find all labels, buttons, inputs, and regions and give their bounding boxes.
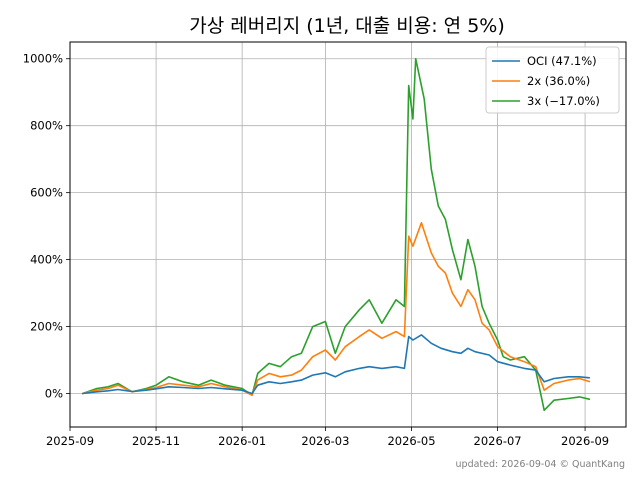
x-axis-ticks: 2025-09 2025-11 2026-01 2026-03 2026-05 2026-… [46, 427, 609, 448]
x-tick-label: 2026-03 [301, 434, 349, 448]
legend-label-3x: 3x (−17.0%) [527, 94, 600, 108]
y-tick-label: 1000% [23, 52, 63, 66]
legend-label-2x: 2x (36.0%) [527, 74, 590, 88]
y-axis-ticks: 0% 200% 400% 600% 800% 1000% [23, 52, 70, 401]
x-tick-label: 2026-09 [561, 434, 609, 448]
series-line-2 [81, 57, 591, 412]
y-tick-label: 0% [45, 387, 63, 401]
x-tick-label: 2025-11 [132, 434, 180, 448]
chart-title: 가상 레버리지 (1년, 대출 비용: 연 5%) [189, 15, 505, 37]
y-tick-label: 800% [30, 119, 63, 133]
y-tick-label: 200% [30, 320, 63, 334]
x-tick-label: 2026-05 [387, 434, 435, 448]
x-tick-label: 2026-07 [474, 434, 522, 448]
plot-frame [69, 41, 627, 428]
footer-note: updated: 2026-09-04 © QuantKang [456, 459, 625, 470]
legend-label-oci: OCI (47.1%) [527, 54, 597, 68]
y-tick-label: 600% [30, 186, 63, 200]
y-tick-label: 400% [30, 253, 63, 267]
x-tick-label: 2025-09 [46, 434, 94, 448]
legend: OCI (47.1%) 2x (36.0%) 3x (−17.0%) [485, 46, 620, 114]
x-tick-label: 2026-01 [218, 434, 266, 448]
series-lines [81, 57, 591, 412]
legend-box [485, 46, 620, 114]
series-line-0 [81, 334, 591, 395]
series-line-1 [81, 222, 591, 397]
